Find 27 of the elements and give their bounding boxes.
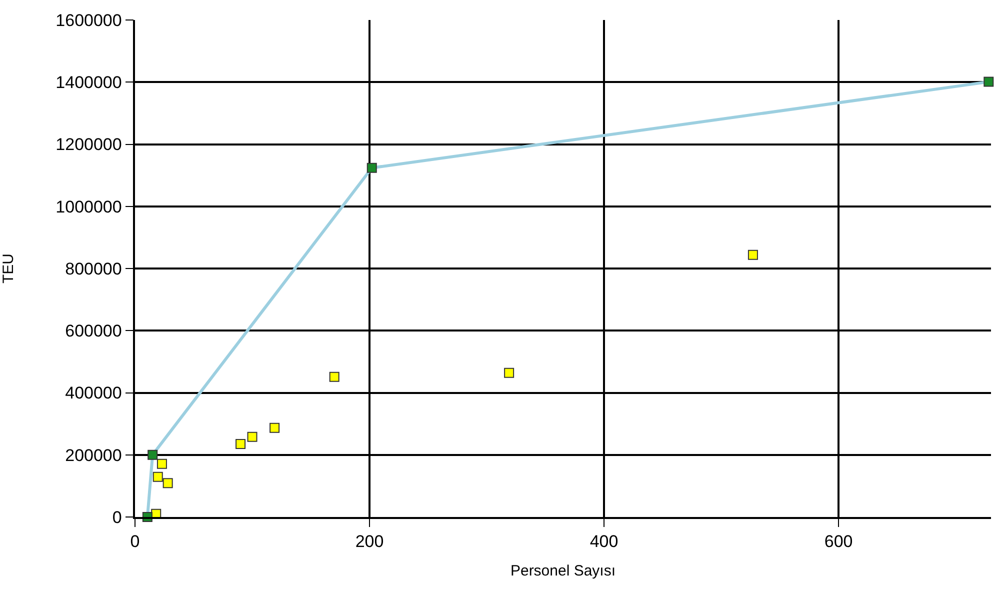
y-tick-label: 1600000 (56, 10, 122, 30)
y-tick-label: 400000 (65, 384, 122, 403)
point (152, 472, 163, 482)
point (247, 432, 258, 442)
point (984, 76, 994, 87)
point (236, 439, 246, 449)
point (156, 458, 167, 469)
point (748, 250, 758, 260)
point (329, 372, 340, 382)
point (162, 478, 173, 488)
point (148, 450, 158, 460)
x-axis-title: Personel Sayısı (510, 562, 616, 580)
y-tick-label: 800000 (65, 259, 122, 278)
y-tick-label: 600000 (65, 322, 122, 341)
point (504, 368, 514, 378)
y-axis-title: TEU (0, 254, 17, 284)
x-tick-label: 400 (590, 532, 618, 552)
y-tick-label: 1200000 (56, 135, 122, 154)
point (366, 162, 377, 173)
y-tick-label: 1000000 (56, 197, 122, 216)
x-tick-label: 200 (355, 532, 384, 552)
y-tick-label: 1400000 (56, 73, 122, 92)
x-tick-label: 0 (130, 532, 140, 552)
point (270, 422, 280, 433)
y-tick-label: 0 (112, 508, 122, 527)
x-tick-label: 600 (824, 532, 853, 552)
y-tick-label: 200000 (65, 446, 122, 465)
